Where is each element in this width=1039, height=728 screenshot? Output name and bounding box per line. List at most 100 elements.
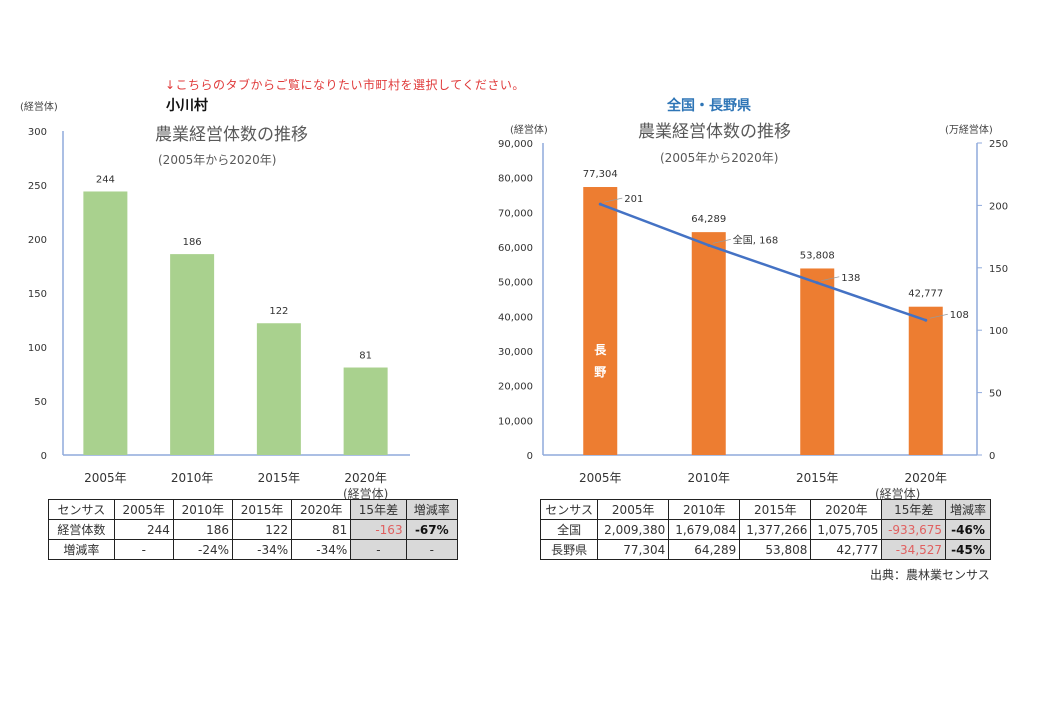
right-y-tick-label: 90,000 xyxy=(498,139,533,150)
row-label: 全国 xyxy=(539,519,599,540)
right-bar-data-label: 53,808 xyxy=(800,250,835,261)
left-y-axis-label: (経営体) xyxy=(20,102,58,113)
right-x-tick-label: 2015年 xyxy=(796,471,839,485)
left-bar xyxy=(256,323,301,455)
table-cell: -163 xyxy=(350,519,407,540)
municipality-heading: 小川村 xyxy=(166,98,208,114)
table-cell: - xyxy=(350,539,407,560)
right-y2-tick-label: 250 xyxy=(989,139,1008,150)
table-cell: - xyxy=(113,539,174,560)
right-bar xyxy=(800,268,835,455)
right-y-tick-label: 10,000 xyxy=(498,416,533,427)
right-bar-series-label: 長 xyxy=(594,342,607,357)
left-x-tick-label: 2005年 xyxy=(84,471,127,485)
header-cell: センサス xyxy=(48,499,115,520)
right-bar-data-label: 77,304 xyxy=(583,169,618,180)
header-cell: 2010年 xyxy=(668,499,741,520)
region-heading: 全国・長野県 xyxy=(667,98,751,114)
right-y2-tick-label: 50 xyxy=(989,389,1002,400)
right-line-data-label: 全国, 168 xyxy=(733,233,778,246)
right-line-data-label: 201 xyxy=(624,194,643,205)
left-y-tick-label: 0 xyxy=(41,451,47,462)
right-line-leader xyxy=(821,276,840,282)
left-x-tick-label: 2015年 xyxy=(258,471,301,485)
header-cell: 増減率 xyxy=(405,499,459,520)
right-y-tick-label: 0 xyxy=(527,451,533,462)
right-y2-tick-label: 100 xyxy=(989,326,1008,337)
table-cell: 81 xyxy=(291,519,352,540)
table-cell: 77,304 xyxy=(597,539,670,560)
right-y2-axis-label: (万経営体) xyxy=(945,125,993,136)
right-y-tick-label: 20,000 xyxy=(498,382,533,393)
row-label: 長野県 xyxy=(539,539,599,560)
header-cell: センサス xyxy=(539,499,599,520)
table-row: 増減率 - -24% -34% -34% - - xyxy=(48,539,459,560)
right-bar xyxy=(583,187,618,455)
right-y2-tick-label: 150 xyxy=(989,264,1008,275)
left-y-tick-label: 250 xyxy=(28,181,47,192)
right-line-series xyxy=(599,202,927,322)
header-cell: 増減率 xyxy=(945,499,991,520)
right-table-unit: (経営体) xyxy=(875,487,921,501)
table-row: 長野県 77,304 64,289 53,808 42,777 -34,527 … xyxy=(539,539,991,560)
table-row: 全国 2,009,380 1,679,084 1,377,266 1,075,7… xyxy=(539,519,991,540)
table-cell: 1,679,084 xyxy=(668,519,741,540)
table-row: 経営体数 244 186 122 81 -163 -67% xyxy=(48,519,459,540)
table-cell: 2,009,380 xyxy=(597,519,670,540)
header-cell: 2015年 xyxy=(231,499,293,520)
table-cell: - xyxy=(405,539,459,560)
left-bar xyxy=(343,367,388,455)
table-cell: -34% xyxy=(231,539,293,560)
left-y-tick-label: 50 xyxy=(34,397,47,408)
header-cell: 2020年 xyxy=(810,499,883,520)
left-x-tick-label: 2010年 xyxy=(171,471,214,485)
table-header-row: センサス 2005年 2010年 2015年 2020年 15年差 増減率 xyxy=(539,499,991,520)
left-bar-data-label: 244 xyxy=(96,174,115,185)
header-cell: 2005年 xyxy=(597,499,670,520)
header-cell: 15年差 xyxy=(350,499,407,520)
source-note: 出典：農林業センサス xyxy=(870,568,990,582)
right-y-axis-label: (経営体) xyxy=(510,125,548,136)
table-header-row: センサス 2005年 2010年 2015年 2020年 15年差 増減率 xyxy=(48,499,459,520)
table-cell: 244 xyxy=(113,519,174,540)
right-x-tick-label: 2010年 xyxy=(687,471,730,485)
right-y-tick-label: 30,000 xyxy=(498,347,533,358)
right-line-data-label: 138 xyxy=(841,273,860,284)
right-chart-subtitle: (2005年から2020年) xyxy=(660,151,779,165)
right-bar-data-label: 64,289 xyxy=(691,214,726,225)
right-data-table: センサス 2005年 2010年 2015年 2020年 15年差 増減率 全国… xyxy=(539,499,991,560)
right-y2-tick-label: 200 xyxy=(989,201,1008,212)
right-y2-tick-label: 0 xyxy=(989,451,995,462)
right-line-leader xyxy=(929,313,948,319)
right-bar-series-label: 野 xyxy=(594,365,606,379)
right-bar xyxy=(691,232,726,455)
left-x-tick-label: 2020年 xyxy=(344,471,387,485)
right-line-point xyxy=(924,318,928,322)
table-cell: 64,289 xyxy=(668,539,741,560)
right-bar-data-label: 42,777 xyxy=(908,289,943,300)
right-bar xyxy=(908,306,943,455)
left-bar-data-label: 122 xyxy=(269,306,288,317)
table-cell: -34% xyxy=(291,539,352,560)
header-cell: 2015年 xyxy=(739,499,812,520)
right-line-leader xyxy=(604,197,623,203)
table-cell: 1,075,705 xyxy=(810,519,883,540)
header-cell: 2010年 xyxy=(172,499,234,520)
table-cell: -46% xyxy=(945,519,991,540)
table-cell: 42,777 xyxy=(810,539,883,560)
right-chart-title: 農業経営体数の推移 xyxy=(638,122,791,142)
row-label: 増減率 xyxy=(48,539,115,560)
left-bar xyxy=(83,191,128,456)
row-label: 経営体数 xyxy=(48,519,115,540)
left-chart-title: 農業経営体数の推移 xyxy=(155,125,308,145)
right-y-tick-label: 70,000 xyxy=(498,208,533,219)
right-line-leader xyxy=(712,238,731,244)
left-data-table: センサス 2005年 2010年 2015年 2020年 15年差 増減率 経営… xyxy=(48,499,459,560)
table-cell: 122 xyxy=(231,519,293,540)
right-y-tick-label: 60,000 xyxy=(498,243,533,254)
right-x-tick-label: 2020年 xyxy=(904,471,947,485)
table-cell: -24% xyxy=(172,539,234,560)
left-y-tick-label: 200 xyxy=(28,235,47,246)
table-cell: -67% xyxy=(405,519,459,540)
